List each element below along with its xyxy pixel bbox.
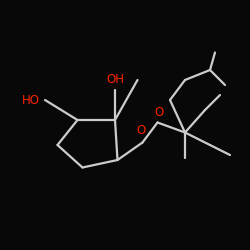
- Text: O: O: [136, 124, 146, 138]
- Text: HO: HO: [22, 94, 40, 106]
- Text: OH: OH: [106, 73, 124, 86]
- Text: O: O: [154, 106, 164, 119]
